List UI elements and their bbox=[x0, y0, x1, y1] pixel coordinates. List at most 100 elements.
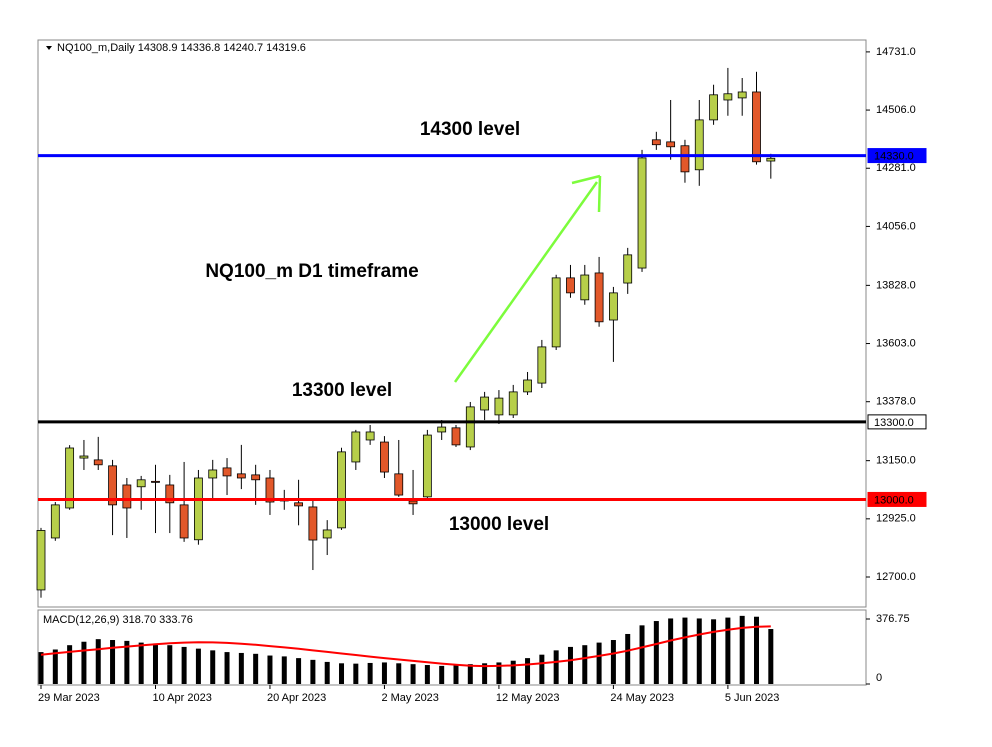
candle-body bbox=[766, 157, 776, 162]
candle-body bbox=[380, 441, 389, 473]
macd-bar bbox=[195, 648, 201, 684]
macd-bar bbox=[324, 661, 330, 684]
candle-body bbox=[208, 469, 218, 479]
candle-body bbox=[580, 274, 590, 301]
macd-bar bbox=[367, 662, 373, 684]
candle-body bbox=[36, 530, 46, 591]
y-tick-label: 376.75 bbox=[876, 613, 910, 625]
candle-body bbox=[623, 254, 633, 284]
trend-arrow bbox=[453, 181, 599, 383]
macd-bar bbox=[567, 646, 573, 684]
macd-bar bbox=[167, 645, 173, 684]
macd-bar bbox=[482, 663, 488, 684]
macd-title: MACD(12,26,9) 318.70 333.76 bbox=[43, 614, 193, 626]
macd-frame bbox=[37, 609, 867, 686]
x-tick-label: 5 Jun 2023 bbox=[725, 692, 779, 704]
macd-bar bbox=[110, 640, 116, 684]
y-tick-label: 14056.0 bbox=[876, 220, 916, 232]
candle-body bbox=[422, 434, 432, 498]
candle-body bbox=[694, 119, 704, 171]
level-label: 13000.0 bbox=[874, 494, 914, 506]
macd-bar bbox=[725, 617, 731, 684]
candle-body bbox=[236, 473, 246, 479]
candle-body bbox=[594, 272, 604, 323]
macd-bar bbox=[267, 655, 273, 684]
level-label-box bbox=[867, 491, 927, 507]
level-label: 13300.0 bbox=[874, 417, 914, 429]
candle-body bbox=[394, 473, 404, 496]
candle-body bbox=[93, 459, 103, 466]
candle-body bbox=[566, 277, 575, 294]
menu-arrow bbox=[46, 46, 52, 50]
candle-body bbox=[451, 427, 461, 446]
level-label-box bbox=[867, 148, 927, 164]
candle-body bbox=[666, 141, 676, 148]
x-tick-label: 12 May 2023 bbox=[496, 692, 560, 704]
chart-title: NQ100_m,Daily 14308.9 14336.8 14240.7 14… bbox=[57, 42, 306, 54]
macd-bar bbox=[553, 650, 559, 684]
macd-bar bbox=[510, 660, 516, 684]
candle-body bbox=[222, 467, 232, 477]
candle-body bbox=[151, 480, 160, 483]
macd-bar bbox=[396, 663, 402, 684]
candle-body bbox=[351, 431, 361, 463]
macd-bar bbox=[138, 642, 144, 684]
candle-body bbox=[609, 292, 618, 321]
candle-body bbox=[737, 91, 747, 99]
macd-bar bbox=[381, 662, 387, 684]
candle-body bbox=[680, 145, 690, 173]
annotation: 13300 level bbox=[292, 380, 392, 401]
y-tick-label: 13150.0 bbox=[876, 455, 916, 467]
macd-bar bbox=[52, 649, 58, 684]
candle-body bbox=[508, 391, 518, 416]
candle-body bbox=[179, 504, 189, 539]
candle-body bbox=[194, 477, 203, 541]
x-tick-label: 24 May 2023 bbox=[610, 692, 674, 704]
y-tick-label: 13603.0 bbox=[876, 337, 916, 349]
x-tick-label: 10 Apr 2023 bbox=[152, 692, 211, 704]
candle-body bbox=[308, 506, 318, 541]
x-tick-label: 29 Mar 2023 bbox=[38, 692, 100, 704]
candle-body bbox=[50, 504, 60, 539]
candle-body bbox=[465, 406, 475, 448]
macd-bar bbox=[682, 617, 688, 684]
y-tick-label: 13828.0 bbox=[876, 279, 916, 291]
candle-body bbox=[365, 431, 375, 441]
macd-bar bbox=[95, 639, 101, 684]
candle-body bbox=[337, 451, 346, 529]
level-label: 14330.0 bbox=[874, 150, 914, 162]
candle-body bbox=[108, 465, 117, 506]
y-tick-label: 14281.0 bbox=[876, 162, 916, 174]
macd-bar bbox=[353, 663, 359, 684]
candle-body bbox=[494, 397, 504, 416]
macd-bar bbox=[281, 656, 287, 684]
macd-bar bbox=[67, 645, 73, 684]
macd-bar bbox=[253, 653, 259, 684]
candle-body bbox=[651, 139, 661, 146]
y-tick-label: 0 bbox=[876, 672, 882, 684]
level-label-box bbox=[867, 414, 927, 430]
macd-bar bbox=[152, 643, 158, 684]
macd-bar bbox=[124, 640, 130, 684]
main-frame bbox=[37, 39, 867, 608]
candle-body bbox=[294, 502, 303, 507]
candle-body bbox=[65, 447, 75, 509]
macd-bar bbox=[668, 618, 674, 684]
macd-bar bbox=[339, 663, 345, 684]
annotation: 13000 level bbox=[449, 514, 549, 535]
macd-bar bbox=[81, 641, 87, 684]
x-tick-label: 2 May 2023 bbox=[381, 692, 438, 704]
macd-bar bbox=[181, 646, 187, 684]
macd-bar bbox=[653, 621, 659, 684]
y-tick-label: 14506.0 bbox=[876, 104, 916, 116]
macd-bar bbox=[639, 625, 645, 684]
candle-body bbox=[79, 455, 89, 459]
macd-bar bbox=[596, 642, 602, 684]
candle-body bbox=[408, 500, 418, 505]
macd-bar bbox=[711, 619, 717, 684]
candle-body bbox=[322, 529, 332, 539]
macd-bar bbox=[38, 652, 44, 684]
signal-line bbox=[40, 625, 771, 668]
